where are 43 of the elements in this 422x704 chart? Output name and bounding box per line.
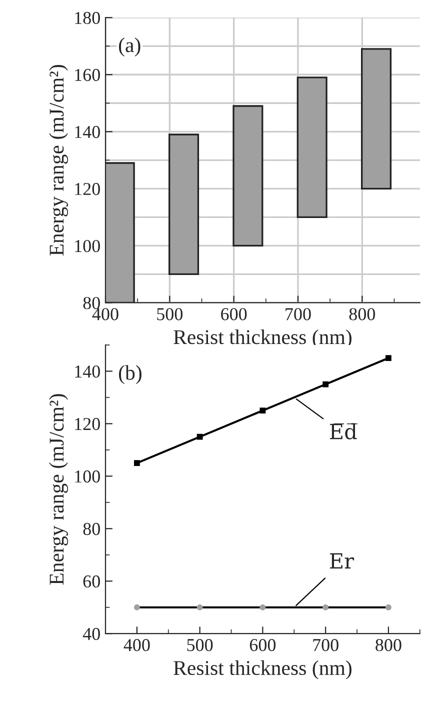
y-tick-label: 140 <box>75 126 100 138</box>
bar <box>168 134 200 276</box>
point <box>386 604 392 610</box>
y-tick-label: 120 <box>75 418 100 430</box>
series-label: Er <box>330 553 354 568</box>
x-tick-label: 400 <box>124 638 150 652</box>
bar <box>296 76 328 218</box>
x-axis-title: Resist thickness (nm) <box>174 660 352 680</box>
y-tick-label: 80 <box>83 522 100 536</box>
y-tick-label: 100 <box>75 470 100 483</box>
annotation: (b) <box>118 365 142 384</box>
annotation: (a) <box>118 38 140 56</box>
point <box>322 381 329 388</box>
y-tick-label: 60 <box>83 575 100 588</box>
point <box>196 434 203 440</box>
y-tick-label: 140 <box>75 365 100 378</box>
x-tick-label: 500 <box>157 308 183 320</box>
x-tick-label: 700 <box>286 308 311 320</box>
y-tick-label: 180 <box>75 12 100 24</box>
bar <box>360 48 392 190</box>
y-axis-title: Energy range (mJ/cm²) <box>49 394 68 585</box>
point <box>260 408 266 414</box>
y-tick-label: 160 <box>75 68 100 82</box>
point <box>196 604 203 610</box>
x-tick-label: 800 <box>349 308 375 320</box>
x-tick-label: 600 <box>250 638 276 652</box>
x-tick-label: 500 <box>187 638 213 652</box>
point <box>386 355 392 362</box>
point <box>134 460 140 466</box>
y-axis-title: Energy range (mJ/cm²) <box>49 65 68 256</box>
x-tick-label: 600 <box>221 308 247 320</box>
y-tick-label: 100 <box>75 240 100 252</box>
y-tick-label: 120 <box>75 182 100 196</box>
y-tick-label: 40 <box>82 628 100 640</box>
point <box>322 604 329 610</box>
y-tick-label: 80 <box>83 296 100 310</box>
x-tick-label: 700 <box>313 638 338 652</box>
legend-label: E̅d̅ <box>330 423 358 440</box>
x-tick-label: 800 <box>376 638 402 652</box>
bar <box>232 105 264 247</box>
x-tick-label: 400 <box>92 308 118 320</box>
point <box>134 604 140 610</box>
point <box>260 604 266 610</box>
